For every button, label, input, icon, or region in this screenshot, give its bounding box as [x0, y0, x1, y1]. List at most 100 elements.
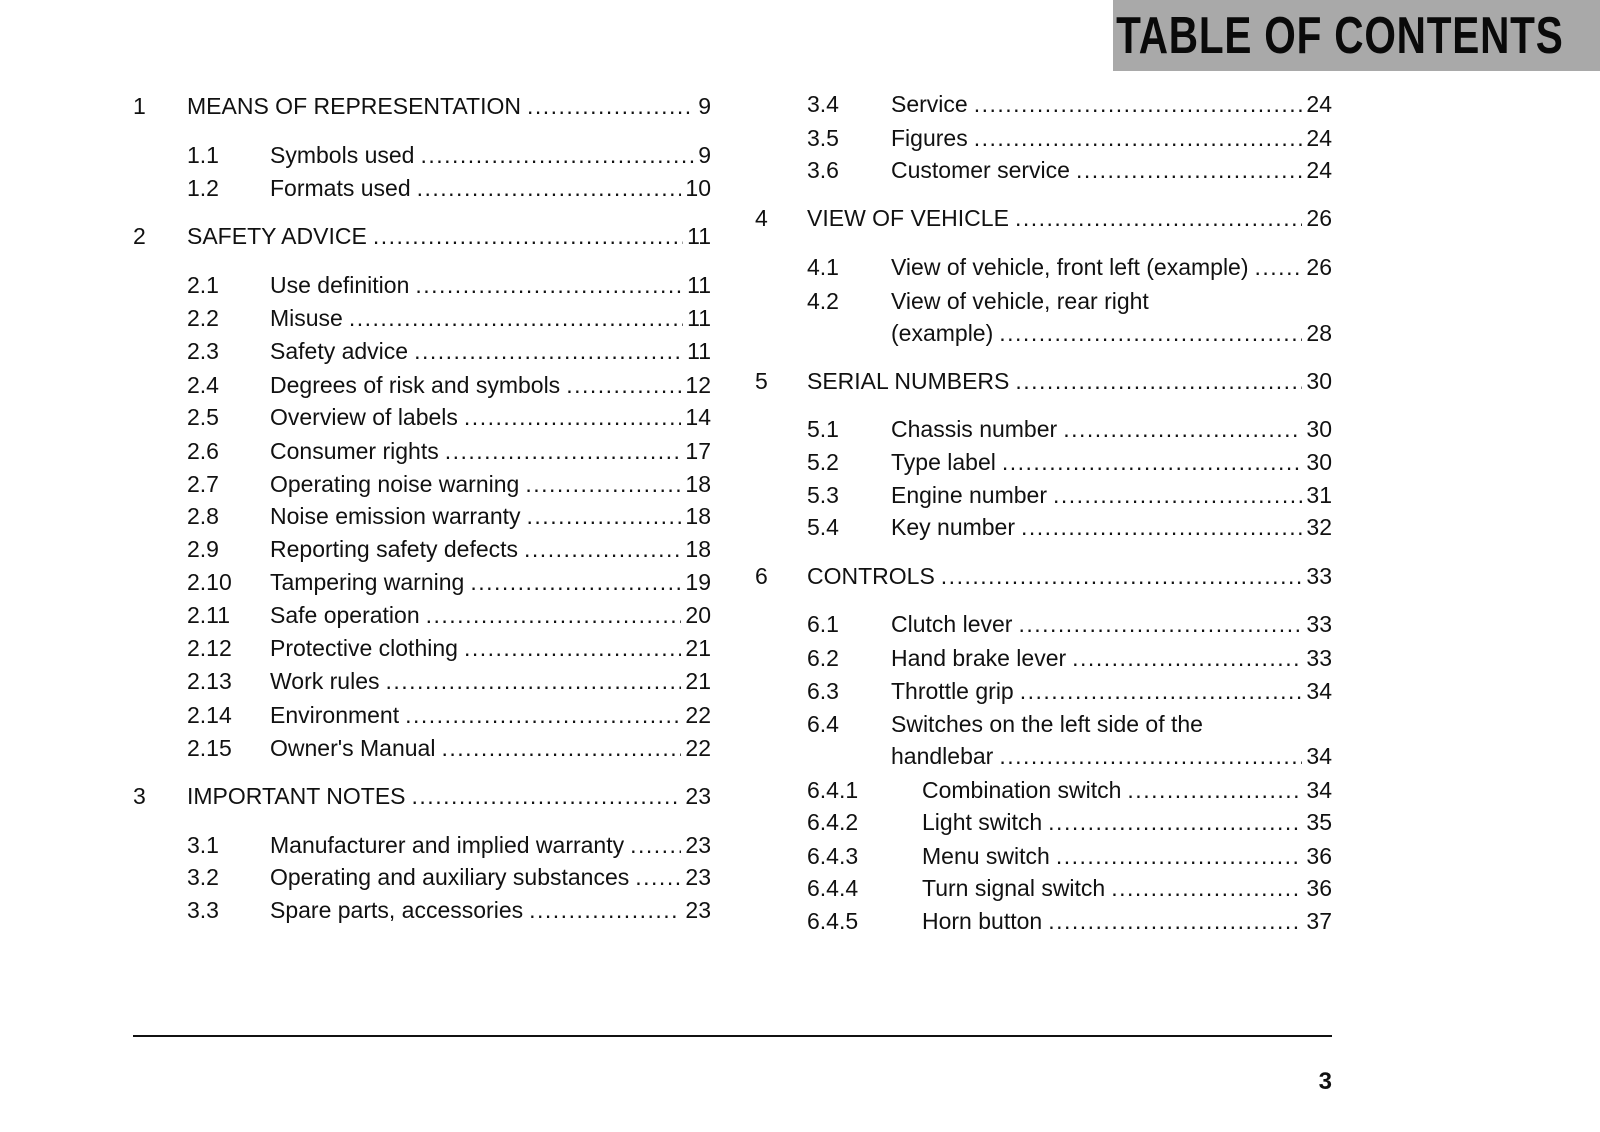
toc-entry[interactable]: 3.6 Customer service 24 — [807, 157, 1332, 187]
toc-entry[interactable]: 2.5 Overview of labels 14 — [187, 404, 711, 434]
dot-leader — [941, 563, 1303, 590]
entry-title: Horn button — [922, 908, 1043, 934]
dot-leader — [405, 702, 681, 729]
toc-entry[interactable]: 5.3 Engine number 31 — [807, 482, 1332, 512]
toc-entry[interactable]: 5.2 Type label 30 — [807, 449, 1332, 479]
toc-entry[interactable]: 2.4 Degrees of risk and symbols 12 — [187, 372, 711, 402]
entry-number: 2.2 — [187, 305, 219, 331]
entry-page: 33 — [1306, 611, 1332, 637]
entry-title: handlebar — [891, 743, 994, 769]
toc-entry[interactable]: 6.4.2 Light switch 35 — [807, 809, 1332, 839]
toc-entry[interactable]: 3.4 Service 24 — [807, 91, 1332, 121]
toc-entry[interactable]: 3.2 Operating and auxiliary substances 23 — [187, 864, 711, 894]
toc-entry[interactable]: 2.1 Use definition 11 — [187, 272, 711, 302]
toc-entry[interactable]: 5 SERIAL NUMBERS 30 — [755, 368, 1332, 398]
dot-leader — [1127, 777, 1302, 804]
dot-leader — [1015, 368, 1302, 395]
dot-leader — [1048, 809, 1302, 836]
entry-page: 19 — [685, 569, 711, 595]
entry-title: Work rules — [270, 668, 380, 694]
entry-title: Chassis number — [891, 416, 1058, 442]
entry-number: 2 — [133, 223, 146, 249]
toc-entry[interactable]: 1 MEANS OF REPRESENTATION 9 — [133, 93, 711, 123]
dot-leader — [1015, 205, 1302, 232]
dot-leader — [415, 272, 683, 299]
entry-number: 2.5 — [187, 404, 219, 430]
dot-leader — [1076, 157, 1302, 184]
toc-entry[interactable]: 4.2 View of vehicle, rear right — [807, 288, 1332, 318]
toc-entry[interactable]: 4 VIEW OF VEHICLE 26 — [755, 205, 1332, 235]
toc-entry[interactable]: 2.14 Environment 22 — [187, 702, 711, 732]
entry-page: 34 — [1306, 678, 1332, 704]
toc-entry[interactable]: 3.3 Spare parts, accessories 23 — [187, 897, 711, 927]
dot-leader — [386, 668, 682, 695]
toc-entry[interactable]: 2.2 Misuse 11 — [187, 305, 711, 335]
toc-entry[interactable]: 2.8 Noise emission warranty 18 — [187, 503, 711, 533]
toc-entry[interactable]: 1.2 Formats used 10 — [187, 175, 711, 205]
entry-page: 23 — [685, 783, 711, 809]
toc-entry[interactable]: 6.4.4 Turn signal switch 36 — [807, 875, 1332, 905]
dot-leader — [445, 438, 682, 465]
entry-page: 10 — [685, 175, 711, 201]
toc-entry[interactable]: 3.5 Figures 24 — [807, 125, 1332, 155]
dot-leader — [1063, 416, 1302, 443]
entry-title: Key number — [891, 514, 1016, 540]
entry-page: 14 — [685, 404, 711, 430]
entry-number: 5.3 — [807, 482, 839, 508]
entry-page: 11 — [687, 305, 711, 331]
toc-entry[interactable]: 6.4.1 Combination switch 34 — [807, 777, 1332, 807]
toc-entry[interactable]: 6.2 Hand brake lever 33 — [807, 645, 1332, 675]
entry-title: Hand brake lever — [891, 645, 1067, 671]
dot-leader — [527, 503, 682, 530]
entry-page: 22 — [685, 735, 711, 761]
entry-page: 31 — [1306, 482, 1332, 508]
toc-entry[interactable]: 2.9 Reporting safety defects 18 — [187, 536, 711, 566]
toc-entry[interactable]: 6.4 Switches on the left side of the — [807, 711, 1332, 741]
toc-entry[interactable]: 1.1 Symbols used 9 — [187, 142, 711, 172]
entry-number: 2.15 — [187, 735, 232, 761]
toc-entry[interactable]: 4.1 View of vehicle, front left (example)… — [807, 254, 1332, 284]
entry-number: 3.2 — [187, 864, 219, 890]
toc-entry[interactable]: 6.4.5 Horn button 37 — [807, 908, 1332, 938]
toc-entry[interactable]: 6.3 Throttle grip 34 — [807, 678, 1332, 708]
toc-entry[interactable]: 2.12 Protective clothing 21 — [187, 635, 711, 665]
entry-title: Spare parts, accessories — [270, 897, 524, 923]
toc-entry[interactable]: 5.1 Chassis number 30 — [807, 416, 1332, 446]
dot-leader — [1056, 843, 1303, 870]
entry-title: Manufacturer and implied warranty — [270, 832, 625, 858]
toc-entry[interactable]: 6.1 Clutch lever 33 — [807, 611, 1332, 641]
entry-page: 30 — [1306, 368, 1332, 394]
toc-entry[interactable]: 2.15 Owner's Manual 22 — [187, 735, 711, 765]
entry-number: 5.2 — [807, 449, 839, 475]
toc-entry[interactable]: 2 SAFETY ADVICE 11 — [133, 223, 711, 253]
entry-page: 23 — [685, 864, 711, 890]
dot-leader — [441, 735, 681, 762]
dot-leader — [635, 864, 681, 891]
toc-entry[interactable]: 3.1 Manufacturer and implied warranty 23 — [187, 832, 711, 862]
dot-leader — [414, 338, 683, 365]
toc-entry[interactable]: 5.4 Key number 32 — [807, 514, 1332, 544]
dot-leader — [1020, 678, 1303, 705]
entry-page: 18 — [685, 503, 711, 529]
toc-entry[interactable]: 2.13 Work rules 21 — [187, 668, 711, 698]
toc-entry[interactable]: 2.7 Operating noise warning 18 — [187, 471, 711, 501]
toc-entry[interactable]: 3 IMPORTANT NOTES 23 — [133, 783, 711, 813]
toc-entry[interactable]: (example) 28 — [891, 320, 1332, 350]
entry-page: 26 — [1306, 254, 1332, 280]
dot-leader — [373, 223, 683, 250]
dot-leader — [420, 142, 694, 169]
toc-entry[interactable]: 2.11 Safe operation 20 — [187, 602, 711, 632]
toc-entry[interactable]: handlebar 34 — [891, 743, 1332, 773]
entry-page: 22 — [685, 702, 711, 728]
dot-leader — [974, 91, 1303, 118]
toc-entry[interactable]: 2.10 Tampering warning 19 — [187, 569, 711, 599]
entry-page: 30 — [1306, 416, 1332, 442]
toc-entry[interactable]: 6 CONTROLS 33 — [755, 563, 1332, 593]
toc-entry[interactable]: 2.6 Consumer rights 17 — [187, 438, 711, 468]
toc-entry[interactable]: 2.3 Safety advice 11 — [187, 338, 711, 368]
toc-entry[interactable]: 6.4.3 Menu switch 36 — [807, 843, 1332, 873]
entry-title: Owner's Manual — [270, 735, 436, 761]
entry-title: View of vehicle, rear right — [891, 288, 1149, 314]
page-title: TABLE OF CONTENTS — [1116, 7, 1564, 65]
header-bar: TABLE OF CONTENTS — [1113, 0, 1600, 71]
